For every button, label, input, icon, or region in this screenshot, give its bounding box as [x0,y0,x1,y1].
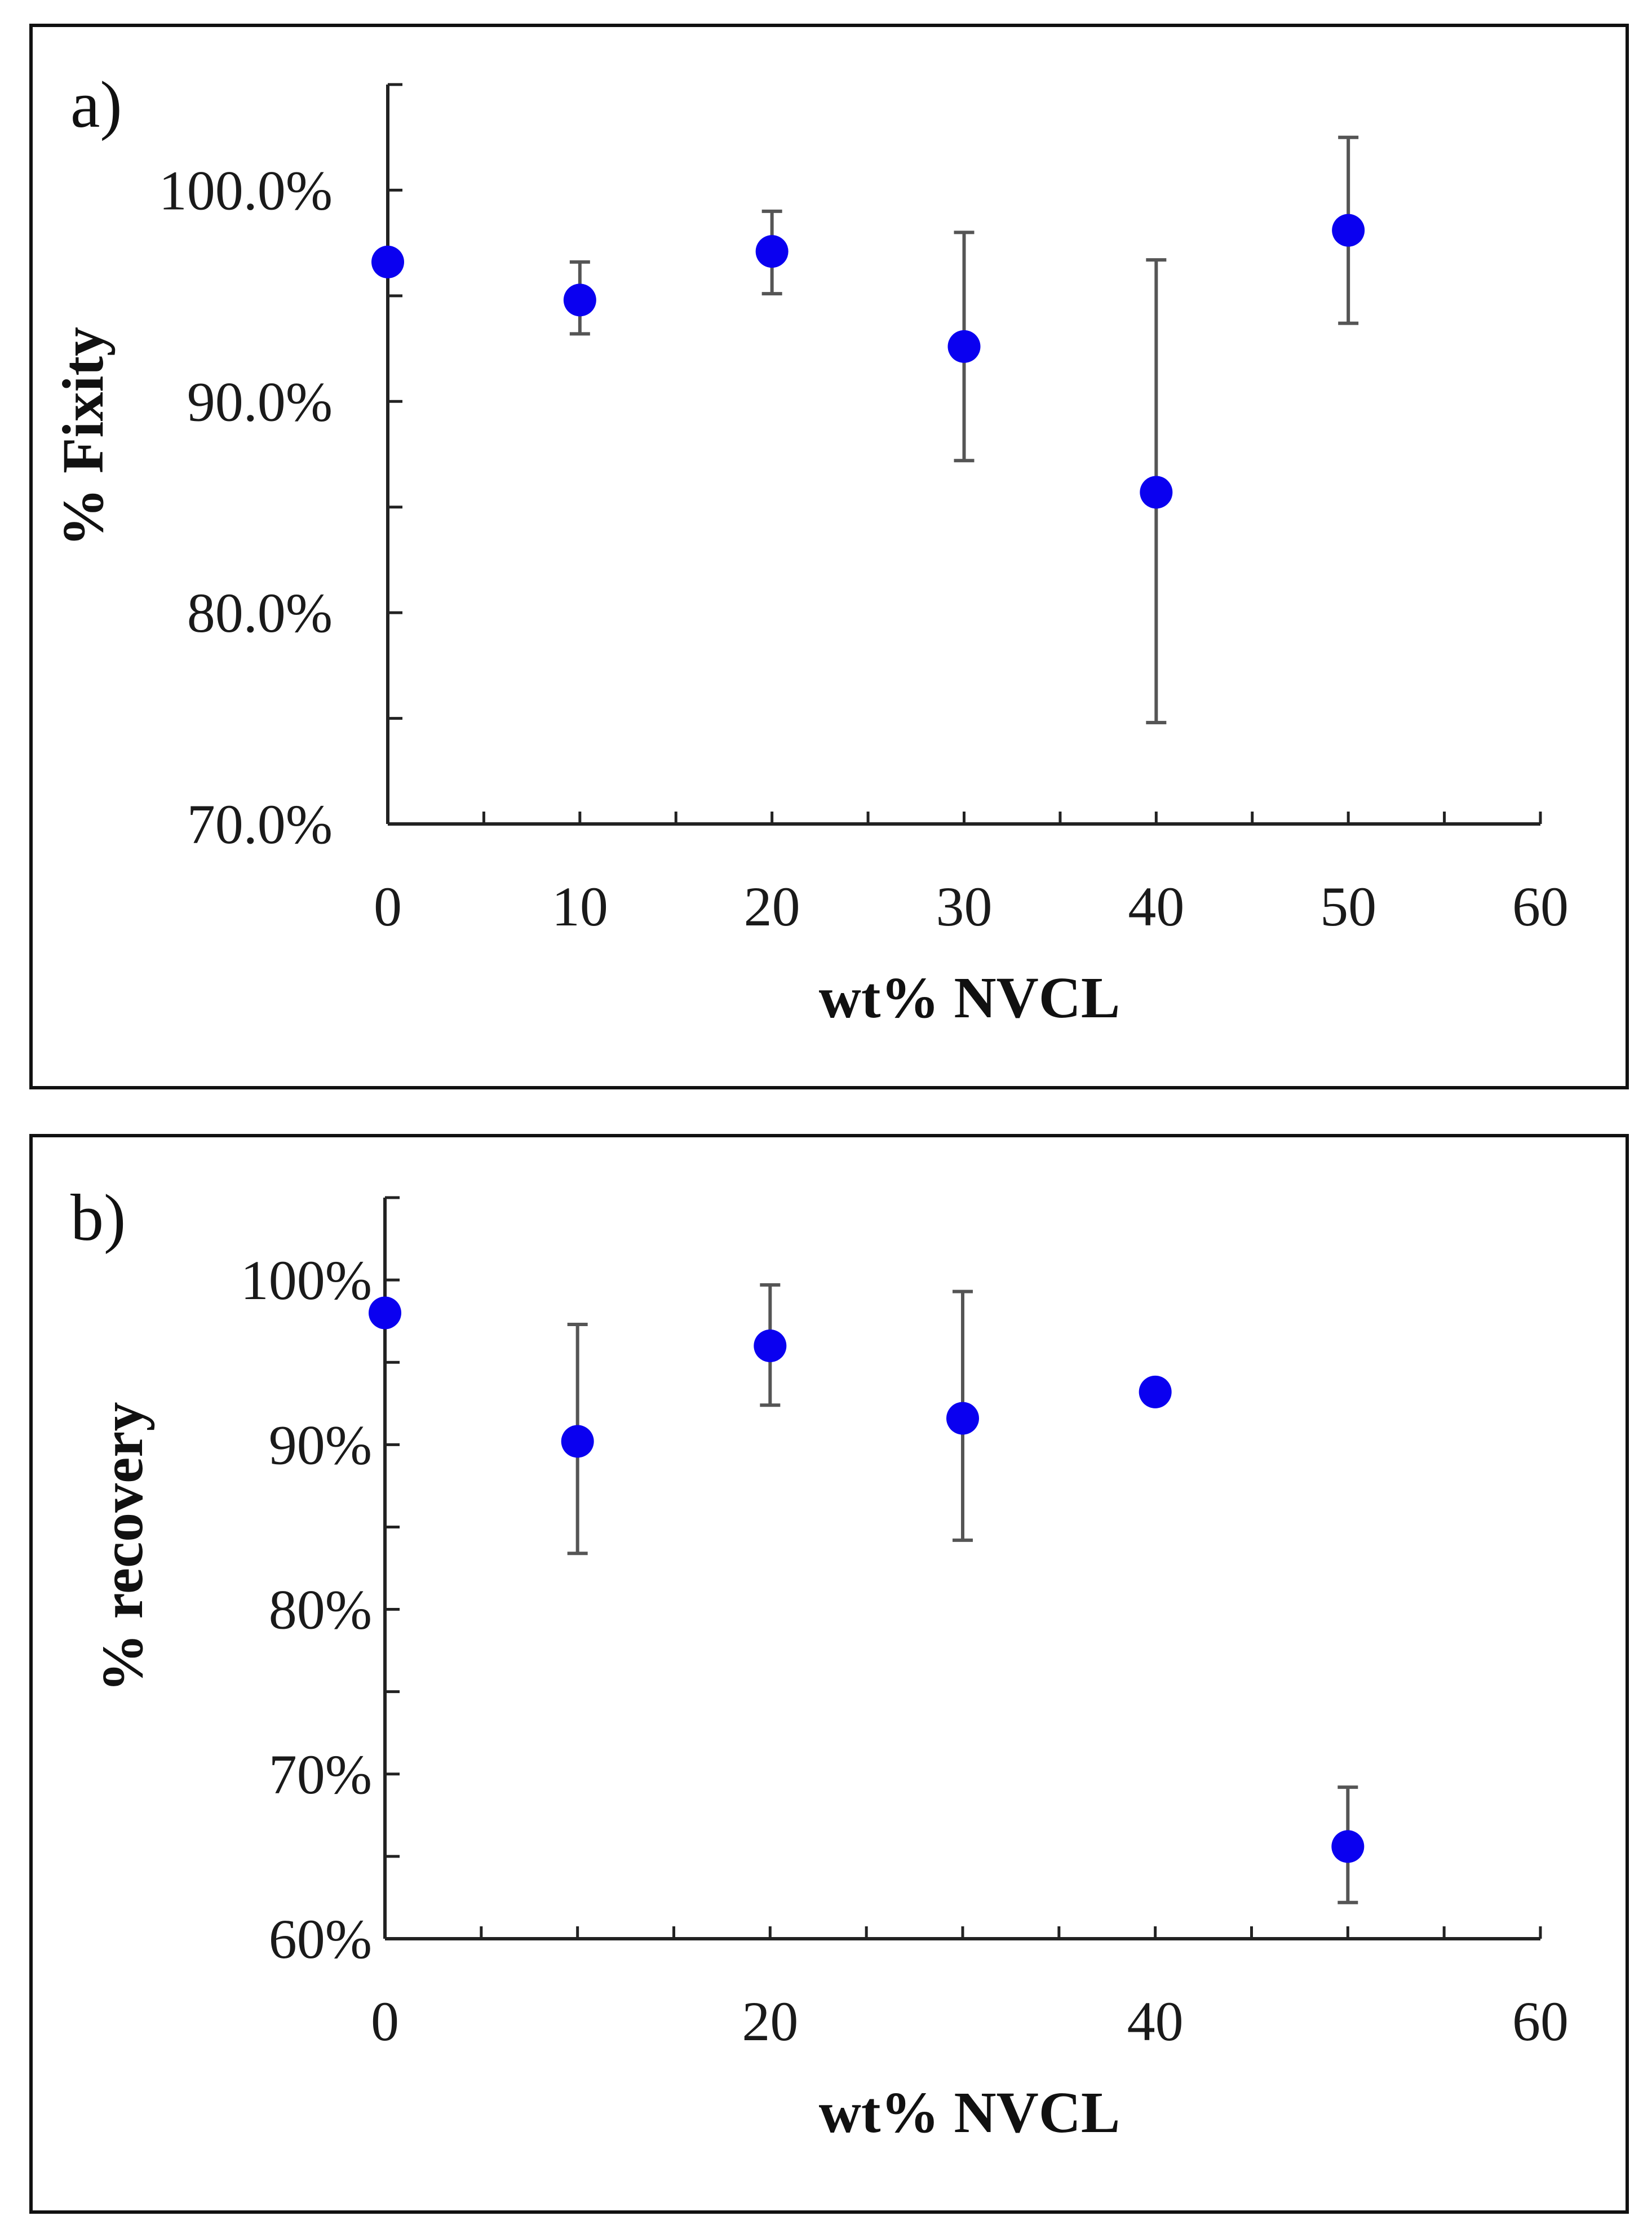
panel-a: a) 0 10 20 30 40 50 60 70.0% 80.0% 90.0% 100.0% wt… [29,24,1629,1089]
panel-a-data-point [755,235,789,268]
panel-b-y-tick-label: 90% [269,1413,372,1476]
panel-a-x-tick-label: 50 [1320,875,1376,938]
panel-a-y-tick-label: 80.0% [187,582,333,644]
panel-b-x-tick-label: 60 [1512,1990,1569,2053]
panel-a-x-tick-label: 10 [552,875,608,938]
panel-b-label: b) [70,1181,126,1255]
panel-b-y-tick-label: 80% [269,1579,372,1641]
panel-a-points [371,214,1365,509]
panel-a-data-point [947,330,981,363]
panel-a-data-point [371,245,404,278]
panel-a-errorbars [569,135,1359,725]
panel-b-data-point [1139,1375,1172,1408]
panel-b-points [369,1296,1365,1863]
panel-a-x-tick-label: 60 [1512,875,1569,938]
panel-b-data-point [369,1296,401,1329]
panel-a-x-tick-label: 0 [374,875,402,938]
panel-a-x-tick-label: 30 [936,875,993,938]
panel-b-data-point [1331,1830,1365,1863]
panel-b-x-tick-label: 20 [742,1990,798,2053]
panel-b-x-tick-label: 40 [1127,1990,1184,2053]
panel-a-data-point [1332,214,1365,247]
panel-a-y-tick-label: 90.0% [187,370,333,433]
panel-a-x-tick-label: 20 [744,875,800,938]
panel-a-frame [29,24,1629,1089]
panel-a-y-axis-title: % Fixity [51,327,116,547]
panel-b-y-tick-label: 60% [269,1908,372,1970]
panel-b-y-tick-label: 70% [269,1743,372,1806]
panel-b-y-axis-title: % recovery [90,1402,155,1692]
panel-a-axes: 0 10 20 30 40 50 60 70.0% 80.0% 90.0% 100.0% [159,83,1569,938]
panel-b-axes: 0 20 40 60 60% 70% 80% 90% 100% [241,1196,1569,2053]
panel-b-data-point [754,1329,787,1362]
panel-b-data-point [561,1425,594,1458]
panel-b-data-point [946,1402,979,1435]
panel-a-x-axis-title: wt% NVCL [819,965,1120,1030]
panel-b-errorbars [567,1283,1358,1904]
panel-a-y-tick-label: 100.0% [159,159,333,221]
panel-a-x-tick-label: 40 [1128,875,1184,938]
panel-b-frame [29,1134,1629,2214]
panel-a-data-point [563,283,596,317]
panel-b-x-tick-label: 0 [371,1990,399,2053]
panel-b-x-axis-title: wt% NVCL [819,2080,1120,2145]
panel-a-label: a) [70,68,122,141]
panel-b-y-tick-label: 100% [241,1249,372,1311]
panel-b: b) 0 20 40 60 60% 70% 80% 90% 100% wt% NVCL % re… [29,1134,1629,2214]
panel-a-data-point [1140,476,1173,509]
panel-a-y-tick-label: 70.0% [187,793,333,856]
